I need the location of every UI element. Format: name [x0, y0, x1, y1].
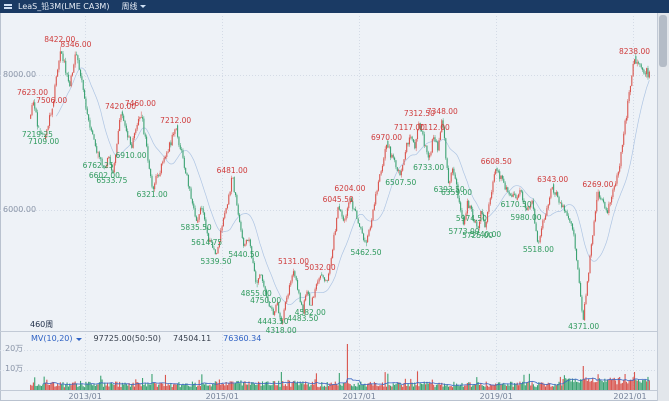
- mv-indicator-label[interactable]: MV(10,20): [31, 334, 82, 344]
- price-axis-label-6000: 6000.00: [3, 205, 37, 214]
- volume-current-value: 97725.00(50:50): [93, 334, 161, 343]
- instrument-title: LeaS_铅3M(LME CA3M): [18, 2, 110, 11]
- visible-bars-count: 460周: [30, 320, 54, 329]
- volume-indicator-bar: MV(10,20) 97725.00(50:50) 74504.11 76360…: [31, 334, 261, 344]
- time-axis-label: 2017/01: [342, 392, 376, 401]
- scrollbar-thumb[interactable]: [659, 15, 667, 67]
- time-axis-label: 2021/01: [613, 392, 647, 401]
- scrollbar[interactable]: [657, 13, 669, 401]
- period-selector[interactable]: 周线: [121, 0, 147, 13]
- chevron-down-icon: [75, 337, 82, 341]
- time-axis-label: 2013/01: [68, 392, 102, 401]
- period-label: 周线: [121, 2, 138, 11]
- app-icon: [4, 3, 13, 10]
- volume-ma10-value: 74504.11: [173, 334, 212, 343]
- volume-ma20-value: 76360.34: [223, 334, 262, 343]
- time-axis: 2013/01 2015/01 2017/01 2019/01 2021/01: [0, 390, 658, 401]
- time-axis-label: 2015/01: [205, 392, 239, 401]
- chart-titlebar: LeaS_铅3M(LME CA3M) 周线: [0, 0, 669, 13]
- time-axis-label: 2019/01: [479, 392, 513, 401]
- volume-axis-label-10: 10万: [5, 364, 24, 373]
- volume-axis-label-20: 20万: [5, 344, 24, 353]
- chevron-down-icon: [140, 5, 147, 8]
- price-axis-label-8000: 8000.00: [3, 70, 37, 79]
- mv-indicator-text: MV(10,20): [31, 334, 73, 343]
